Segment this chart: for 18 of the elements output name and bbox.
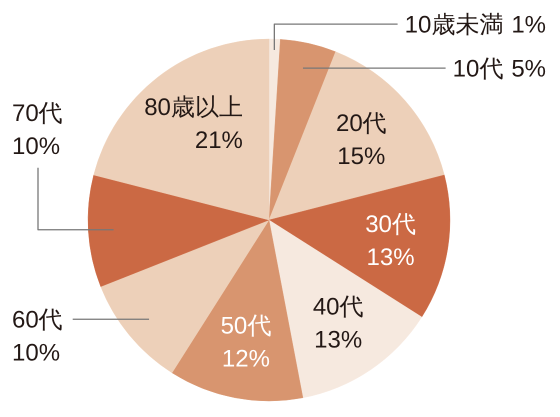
- slice-label: 50代: [220, 312, 272, 340]
- slice-label: 10代: [452, 56, 504, 83]
- data-label: 15%: [337, 143, 386, 170]
- data-label: 12%: [222, 345, 270, 372]
- slice-label: 40代: [312, 293, 364, 320]
- data-label: 13%: [314, 326, 362, 354]
- data-label: 10%: [12, 132, 60, 160]
- slice-label: 30代: [365, 210, 416, 238]
- data-label: 21%: [194, 127, 243, 154]
- slice-label: 20代: [336, 110, 387, 138]
- data-label: 5%: [511, 56, 546, 83]
- data-label: 1%: [511, 12, 546, 39]
- data-label: 10%: [12, 340, 60, 367]
- slice-label: 70代: [12, 100, 63, 127]
- data-label: 13%: [366, 244, 415, 271]
- slice-label: 60代: [12, 306, 63, 334]
- slice-label: 10歳未満: [404, 12, 504, 39]
- slice-label: 80歳以上: [144, 94, 243, 122]
